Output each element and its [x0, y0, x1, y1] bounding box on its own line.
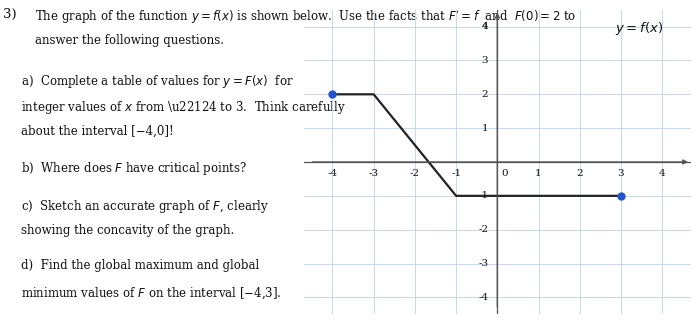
Text: 0: 0 — [501, 169, 508, 179]
Text: minimum values of $F$ on the interval [−4,3].: minimum values of $F$ on the interval [−… — [21, 285, 282, 301]
Text: integer values of $x$ from \u22124 to 3.  Think carefully: integer values of $x$ from \u22124 to 3.… — [21, 99, 346, 116]
Text: -3: -3 — [369, 169, 379, 179]
Text: -3: -3 — [478, 259, 489, 268]
Text: $y = f(x)$: $y = f(x)$ — [615, 20, 663, 37]
Text: showing the concavity of the graph.: showing the concavity of the graph. — [21, 224, 235, 237]
Text: b)  Where does $F$ have critical points?: b) Where does $F$ have critical points? — [21, 160, 247, 177]
Text: The graph of the function $y = f(x)$ is shown below.  Use the facts that $F' = f: The graph of the function $y = f(x)$ is … — [35, 8, 577, 26]
Text: 2: 2 — [577, 169, 583, 179]
Text: answer the following questions.: answer the following questions. — [35, 34, 224, 47]
Text: 4: 4 — [659, 169, 665, 179]
Text: 3: 3 — [618, 169, 624, 179]
Text: d)  Find the global maximum and global: d) Find the global maximum and global — [21, 259, 260, 272]
Text: -4: -4 — [478, 293, 489, 302]
Text: 1: 1 — [482, 124, 489, 133]
Text: -4: -4 — [327, 169, 338, 179]
Text: -2: -2 — [410, 169, 420, 179]
Text: -1: -1 — [451, 169, 461, 179]
Text: 3): 3) — [3, 8, 17, 21]
Text: 4: 4 — [482, 22, 489, 31]
Text: 3: 3 — [482, 56, 489, 65]
Text: a)  Complete a table of values for $y = F(x)$  for: a) Complete a table of values for $y = F… — [21, 73, 294, 90]
Text: 1: 1 — [535, 169, 542, 179]
Text: 2: 2 — [482, 90, 489, 99]
Text: c)  Sketch an accurate graph of $F$, clearly: c) Sketch an accurate graph of $F$, clea… — [21, 198, 269, 214]
Text: 4: 4 — [482, 22, 489, 31]
Text: about the interval [−4,0]!: about the interval [−4,0]! — [21, 125, 174, 138]
Text: -1: -1 — [478, 191, 489, 200]
Text: -2: -2 — [478, 225, 489, 234]
